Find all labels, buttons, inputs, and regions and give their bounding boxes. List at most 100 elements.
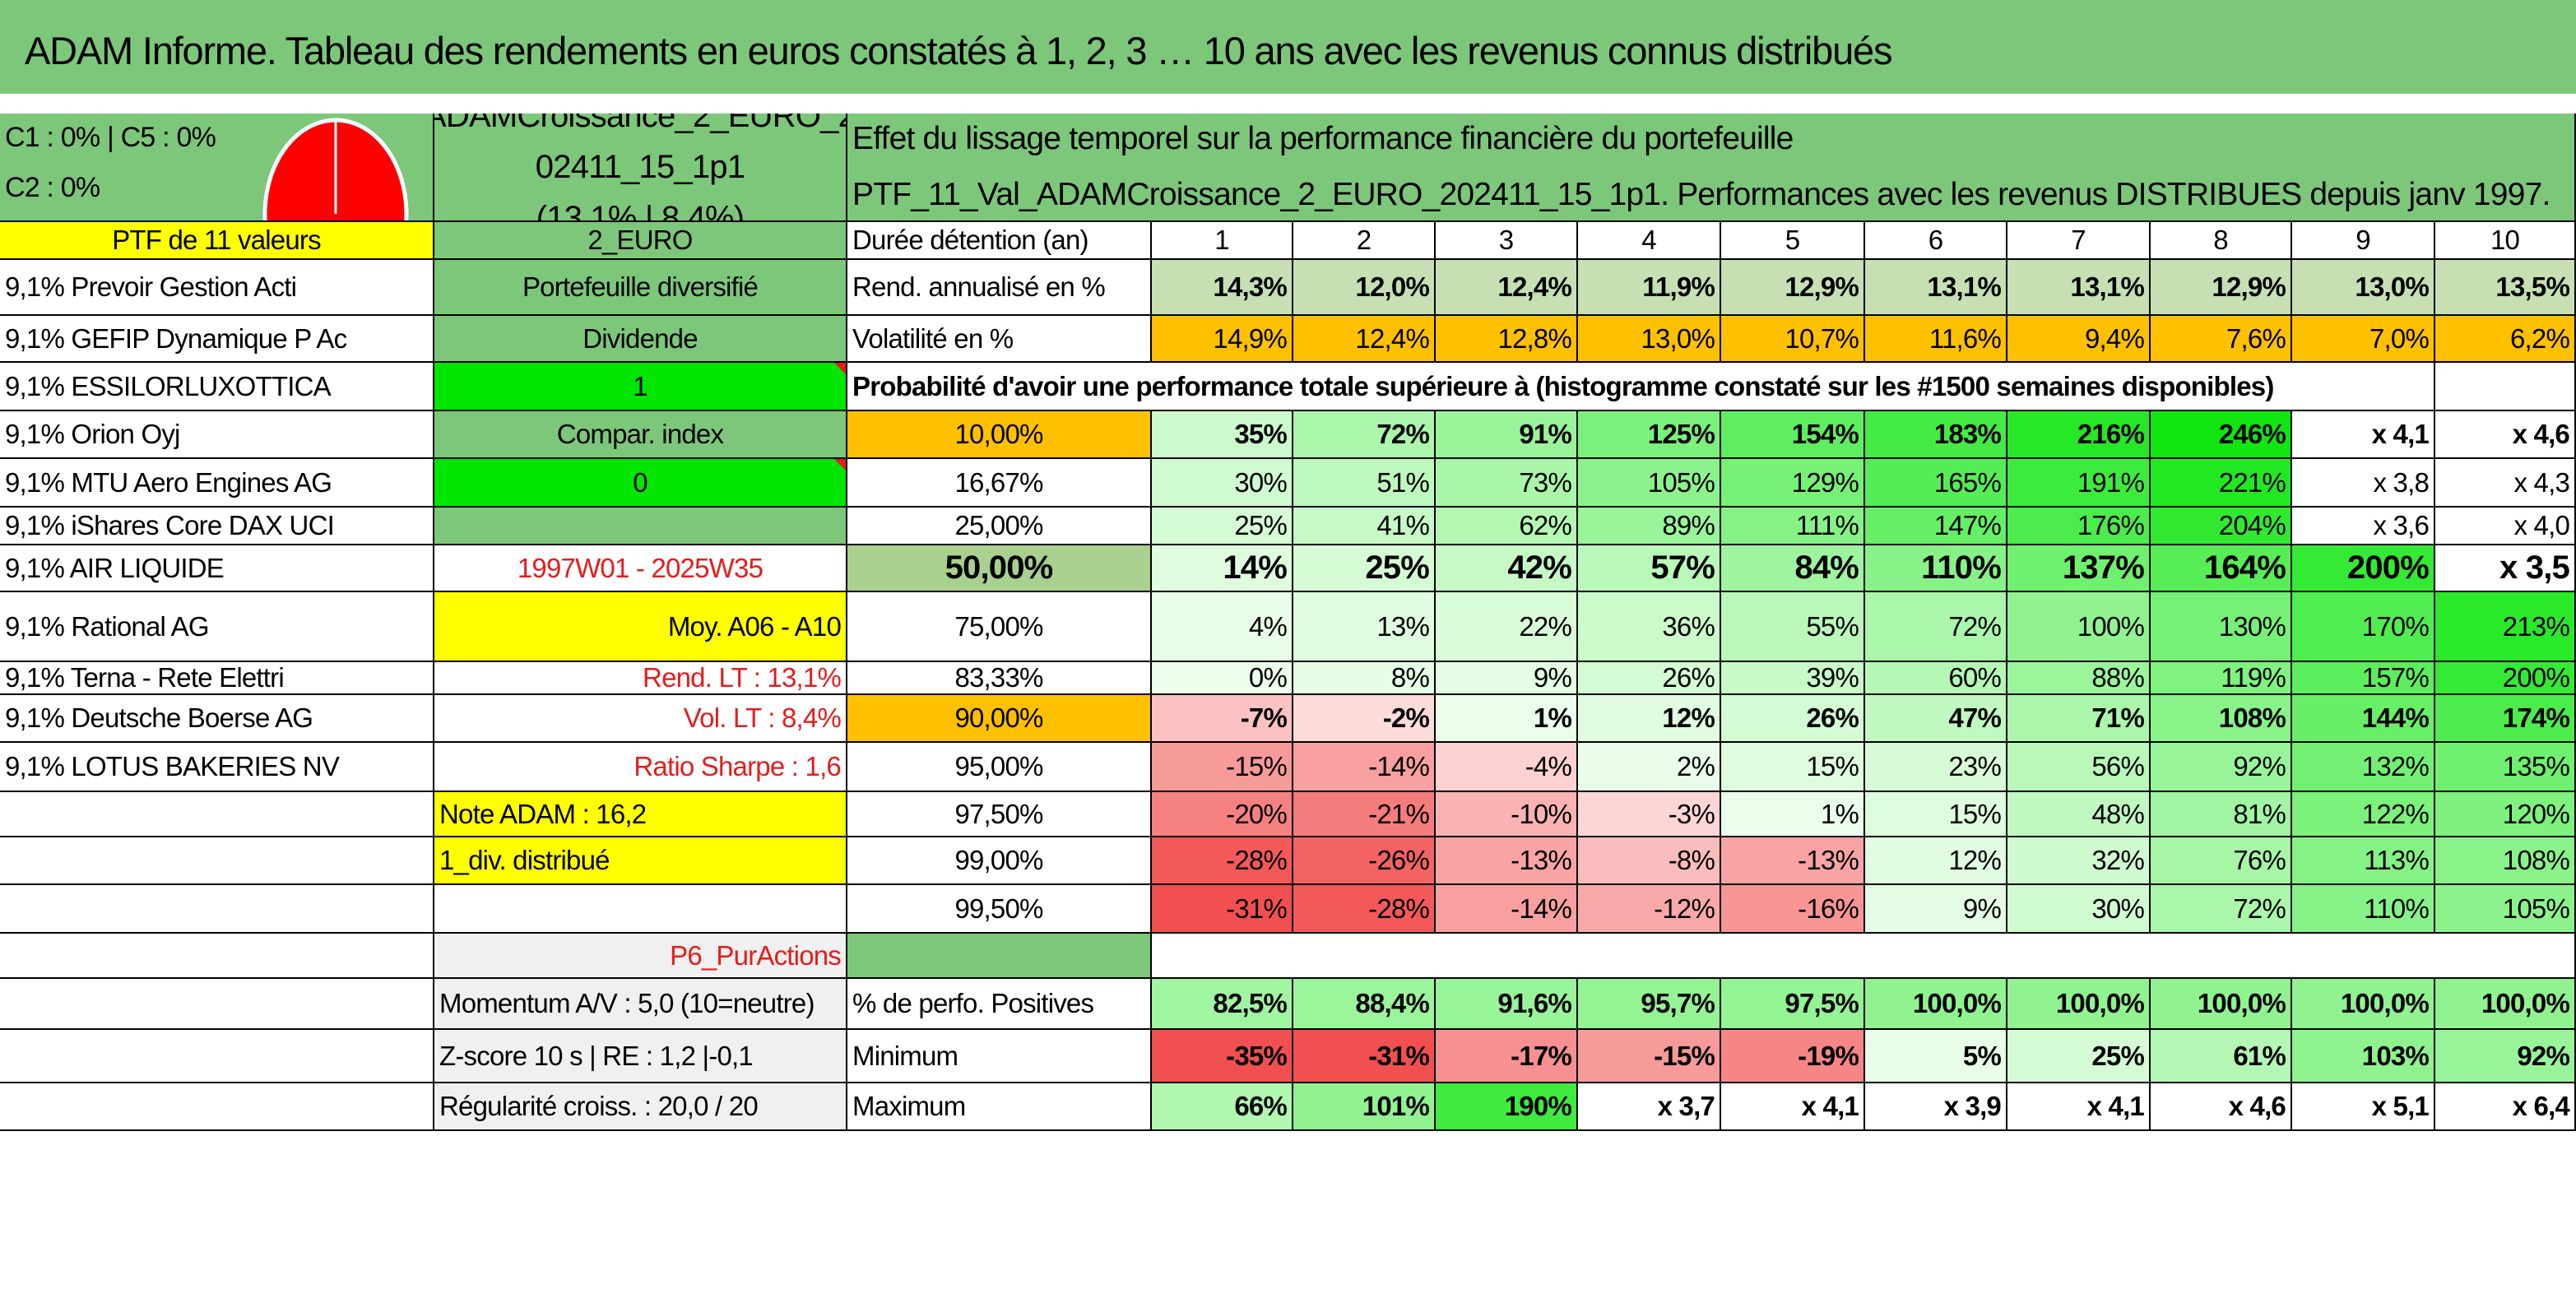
portfolio-name-line: 02411_15_1p1 <box>535 149 745 185</box>
probability-value: 91% <box>1436 411 1578 459</box>
probability-threshold: 90,00% <box>847 695 1152 743</box>
year-header: 1 <box>1152 222 1293 260</box>
probability-value: 122% <box>2292 792 2435 837</box>
probability-value: -14% <box>1436 885 1578 934</box>
portfolio-name-line: ADAMCroissance_2_EURO_2 <box>434 114 847 134</box>
maximum-value: x 4,6 <box>2151 1083 2292 1131</box>
minimum-value: -35% <box>1152 1030 1293 1083</box>
probability-value: 41% <box>1293 508 1436 545</box>
probability-value: 113% <box>2292 837 2435 885</box>
positives-value: 88,4% <box>1293 979 1436 1030</box>
probability-value: 130% <box>2151 592 2292 662</box>
probability-value: 26% <box>1721 695 1865 743</box>
probability-value: 25% <box>1293 545 1436 592</box>
probability-value: x 3,8 <box>2292 459 2435 508</box>
performance-table: C1 : 0% | C5 : 0%C2 : 0%C3 : 0%C4 : 100%… <box>0 114 2576 1273</box>
minimum-value: 25% <box>2007 1030 2151 1083</box>
probability-value: x 3,6 <box>2292 508 2435 545</box>
holding-item: 9,1% Prevoir Gestion Acti <box>0 260 434 316</box>
empty-cell <box>0 1030 434 1083</box>
description-line: PTF_11_Val_ADAMCroissance_2_EURO_202411_… <box>852 177 2550 212</box>
probability-value: 120% <box>2435 792 2576 837</box>
probability-value: x 4,0 <box>2435 508 2576 545</box>
probability-value: x 4,1 <box>2292 411 2435 459</box>
vol-value: 13,0% <box>1578 316 1721 363</box>
probability-value: 110% <box>1865 545 2007 592</box>
probability-value: 125% <box>1578 411 1721 459</box>
maximum-value: x 3,7 <box>1578 1083 1721 1131</box>
probability-value: x 4,3 <box>2435 459 2576 508</box>
probability-value: 73% <box>1436 459 1578 508</box>
probability-value: 72% <box>2151 885 2292 934</box>
minimum-value: 5% <box>1865 1030 2007 1083</box>
probability-value: 4% <box>1152 592 1293 662</box>
empty-cell <box>0 934 434 979</box>
vol-value: 7,6% <box>2151 316 2292 363</box>
empty-cell <box>0 1083 434 1131</box>
probability-value: 72% <box>1293 411 1436 459</box>
probability-value: 89% <box>1578 508 1721 545</box>
rend-value: 12,9% <box>2151 260 2292 316</box>
probability-value: 111% <box>1721 508 1865 545</box>
probability-value: 12% <box>1578 695 1721 743</box>
probability-value: -4% <box>1436 743 1578 792</box>
allocation-pie-chart <box>262 118 409 220</box>
probability-value: 100% <box>2007 592 2151 662</box>
positives-value: 100,0% <box>2292 979 2435 1030</box>
year-header: 8 <box>2151 222 2292 260</box>
probability-value: 81% <box>2151 792 2292 837</box>
maximum-value: x 4,1 <box>1721 1083 1865 1131</box>
probability-value: 12% <box>1865 837 2007 885</box>
vol-value: 12,8% <box>1436 316 1578 363</box>
maximum-value: 66% <box>1152 1083 1293 1131</box>
probability-value: 183% <box>1865 411 2007 459</box>
probability-threshold: 97,50% <box>847 792 1152 837</box>
probability-value: 22% <box>1436 592 1578 662</box>
probability-value: -16% <box>1721 885 1865 934</box>
probability-value: 144% <box>2292 695 2435 743</box>
probability-threshold: 75,00% <box>847 592 1152 662</box>
probability-value: 108% <box>2151 695 2292 743</box>
probability-threshold: 16,67% <box>847 459 1152 508</box>
probability-value: -10% <box>1436 792 1578 837</box>
probability-value: 48% <box>2007 792 2151 837</box>
probability-value: 105% <box>1578 459 1721 508</box>
rend-value: 14,3% <box>1152 260 1293 316</box>
holding-item: 9,1% ESSILORLUXOTTICA <box>0 363 434 411</box>
probability-value: -15% <box>1152 743 1293 792</box>
probability-value: 200% <box>2292 545 2435 592</box>
year-header: 10 <box>2435 222 2576 260</box>
probability-value: -3% <box>1578 792 1721 837</box>
rend-value: 13,1% <box>2007 260 2151 316</box>
probability-value: 35% <box>1152 411 1293 459</box>
probability-value: 15% <box>1721 743 1865 792</box>
maximum-label: Maximum <box>847 1083 1152 1131</box>
positives-value: 91,6% <box>1436 979 1578 1030</box>
probability-value: -28% <box>1293 885 1436 934</box>
probability-value: 129% <box>1721 459 1865 508</box>
minimum-value: 61% <box>2151 1030 2292 1083</box>
probability-value: 72% <box>1865 592 2007 662</box>
probability-value: 119% <box>2151 662 2292 695</box>
probability-value: 36% <box>1578 592 1721 662</box>
dividend-distributed-label: 1_div. distribué <box>434 837 847 885</box>
probability-value: 105% <box>2435 885 2576 934</box>
vol-value: 10,7% <box>1721 316 1865 363</box>
year-header: 9 <box>2292 222 2435 260</box>
probability-value: 92% <box>2151 743 2292 792</box>
description-line: Effet du lissage temporel sur la perform… <box>852 121 1794 156</box>
maximum-value: 190% <box>1436 1083 1578 1131</box>
momentum-label: Momentum A/V : 5,0 (10=neutre) <box>434 979 847 1030</box>
probability-value: 32% <box>2007 837 2151 885</box>
currency-label: 2_EURO <box>434 222 847 260</box>
probability-value: 137% <box>2007 545 2151 592</box>
ptf-label: PTF de 11 valeurs <box>0 222 434 260</box>
positives-value: 100,0% <box>1865 979 2007 1030</box>
probability-value: 147% <box>1865 508 2007 545</box>
portfolio-name-line: (13,1% | 8,4%) <box>536 200 745 222</box>
minimum-value: -15% <box>1578 1030 1721 1083</box>
portfolio-type: Portefeuille diversifié <box>434 260 847 316</box>
probability-value: 8% <box>1293 662 1436 695</box>
rend-value: 11,9% <box>1578 260 1721 316</box>
year-header: 6 <box>1865 222 2007 260</box>
